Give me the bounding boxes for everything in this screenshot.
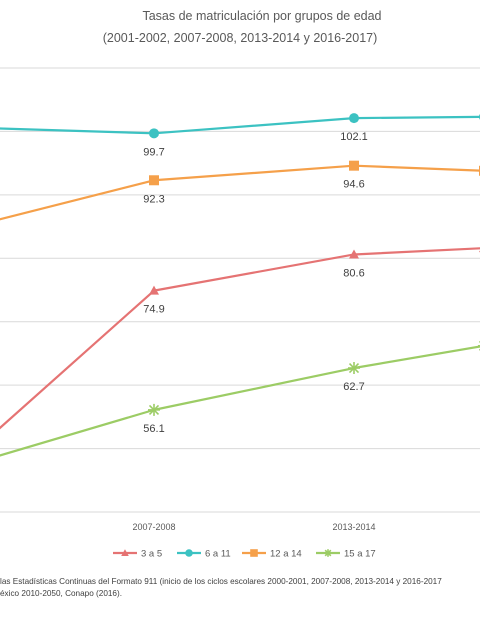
legend-label: 3 a 5 — [141, 549, 162, 560]
legend-item: 3 a 5 — [113, 549, 162, 560]
series-line-2 — [0, 115, 480, 135]
legend-item: 6 a 11 — [177, 549, 231, 560]
legend-label: 15 a 17 — [344, 549, 376, 560]
x-tick-label: 2013-2014 — [332, 522, 375, 532]
data-point — [149, 285, 159, 295]
data-label: 99.7 — [143, 146, 164, 158]
data-label: 56.1 — [143, 423, 164, 435]
series-lines — [0, 115, 480, 457]
x-axis-ticks: 2007-2008 2013-2014 — [132, 522, 375, 532]
chart-title: Tasas de matriculación por grupos de eda… — [142, 9, 381, 23]
legend-item: 15 a 17 — [316, 549, 376, 560]
data-label: 80.6 — [343, 267, 364, 279]
data-point — [349, 160, 359, 171]
legend: 3 a 5 6 a 11 12 a 14 15 a 17 — [113, 549, 376, 560]
series-line-3 — [0, 164, 480, 221]
source-line-1: las Estadísticas Continuas del Formato 9… — [0, 577, 442, 586]
series-markers — [148, 113, 480, 416]
x-tick-label: 2007-2008 — [132, 522, 175, 532]
data-label: 62.7 — [343, 381, 364, 393]
legend-item: 12 a 14 — [242, 549, 302, 560]
data-label: 94.6 — [343, 179, 364, 191]
data-point — [349, 249, 359, 259]
data-point — [349, 113, 359, 124]
chart-subtitle: (2001-2002, 2007-2008, 2013-2014 y 2016-… — [103, 31, 378, 45]
data-point — [149, 175, 159, 186]
data-label: 74.9 — [143, 304, 164, 316]
source-note: las Estadísticas Continuas del Formato 9… — [0, 576, 480, 600]
data-point — [149, 128, 159, 139]
data-label: 102.1 — [340, 131, 368, 143]
data-labels: 74.9 80.6 99.7 102.1 92.3 94.6 56.1 62.7 — [143, 131, 367, 435]
legend-label: 6 a 11 — [205, 549, 231, 560]
series-line-4 — [0, 345, 480, 457]
data-point — [348, 362, 360, 375]
series-line-1 — [0, 247, 480, 430]
legend-label: 12 a 14 — [270, 549, 302, 560]
data-point — [148, 403, 160, 416]
data-label: 92.3 — [143, 193, 164, 205]
source-line-2: éxico 2010-2050, Conapo (2016). — [0, 589, 122, 598]
gridlines — [0, 67, 480, 513]
